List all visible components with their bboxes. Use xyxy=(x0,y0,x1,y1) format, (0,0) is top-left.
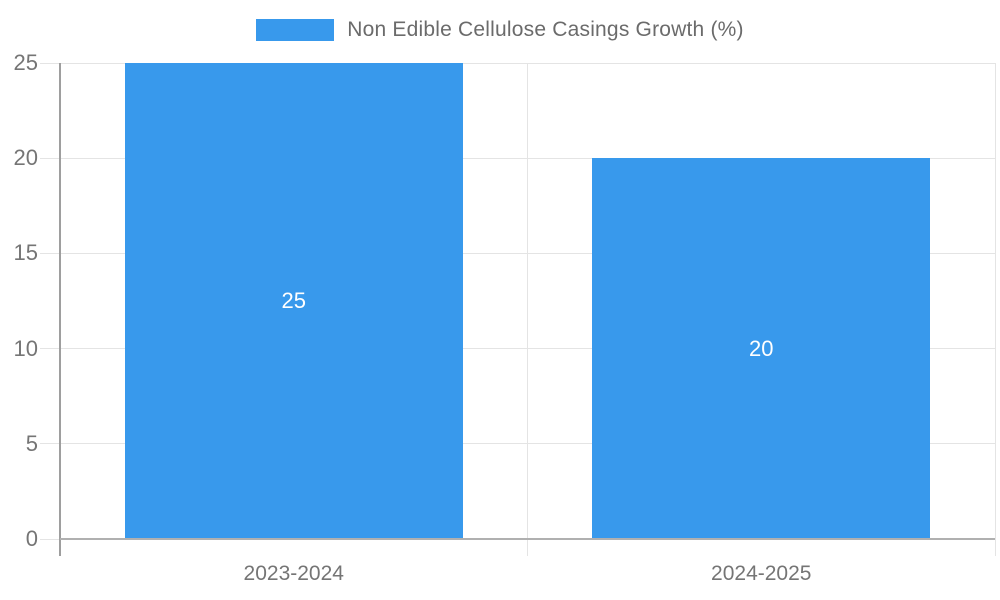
bar: 20 xyxy=(592,158,931,539)
plot-right-border xyxy=(994,63,996,556)
y-axis-tick-label: 25 xyxy=(13,50,38,75)
legend-label: Non Edible Cellulose Casings Growth (%) xyxy=(347,18,744,41)
legend-item[interactable]: Non Edible Cellulose Casings Growth (%) xyxy=(0,18,1000,42)
x-axis-category-label: 2024-2025 xyxy=(711,562,812,585)
y-axis-tick-label: 0 xyxy=(25,526,38,551)
y-axis-tick-label: 15 xyxy=(13,240,38,266)
gridline xyxy=(40,157,995,159)
y-axis-line xyxy=(59,63,61,556)
bar: 25 xyxy=(124,63,463,539)
y-axis-tick-label: 10 xyxy=(13,335,38,361)
gridline xyxy=(40,443,995,445)
x-axis-line xyxy=(60,538,995,540)
x-axis-tick-line xyxy=(527,63,528,556)
gridline xyxy=(40,62,995,64)
bar-value-label: 25 xyxy=(281,288,306,313)
legend-swatch xyxy=(256,19,335,41)
y-axis-tick-label: 20 xyxy=(13,145,38,171)
bar-value-label: 20 xyxy=(749,335,774,361)
gridline xyxy=(40,252,995,254)
y-axis-tick-label: 5 xyxy=(25,430,38,456)
x-axis-category-label: 2023-2024 xyxy=(243,562,344,585)
gridline xyxy=(40,348,995,350)
